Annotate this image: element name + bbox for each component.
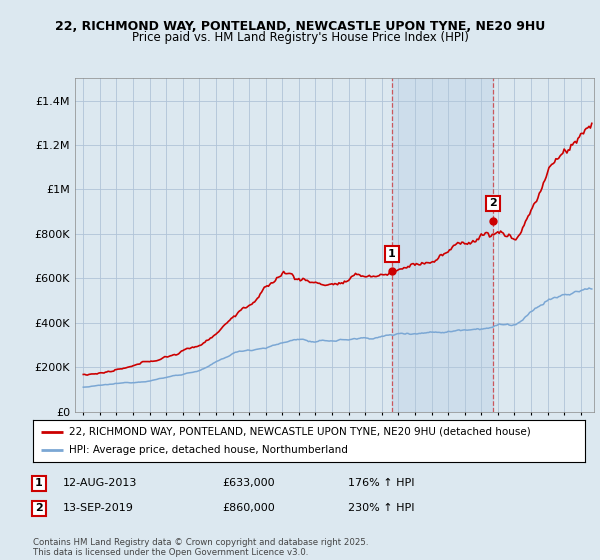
- Text: £633,000: £633,000: [222, 478, 275, 488]
- Text: 22, RICHMOND WAY, PONTELAND, NEWCASTLE UPON TYNE, NE20 9HU (detached house): 22, RICHMOND WAY, PONTELAND, NEWCASTLE U…: [69, 427, 530, 437]
- Text: £860,000: £860,000: [222, 503, 275, 514]
- Bar: [392, 78, 493, 412]
- Text: Price paid vs. HM Land Registry's House Price Index (HPI): Price paid vs. HM Land Registry's House …: [131, 31, 469, 44]
- Text: 12-AUG-2013: 12-AUG-2013: [63, 478, 137, 488]
- Text: 1: 1: [388, 249, 396, 259]
- Text: HPI: Average price, detached house, Northumberland: HPI: Average price, detached house, Nort…: [69, 445, 348, 455]
- Text: 176% ↑ HPI: 176% ↑ HPI: [348, 478, 415, 488]
- Text: 13-SEP-2019: 13-SEP-2019: [63, 503, 134, 514]
- Text: 1: 1: [35, 478, 43, 488]
- Text: 230% ↑ HPI: 230% ↑ HPI: [348, 503, 415, 514]
- Text: 2: 2: [489, 198, 497, 208]
- Text: 22, RICHMOND WAY, PONTELAND, NEWCASTLE UPON TYNE, NE20 9HU: 22, RICHMOND WAY, PONTELAND, NEWCASTLE U…: [55, 20, 545, 32]
- Text: 2: 2: [35, 503, 43, 514]
- Text: Contains HM Land Registry data © Crown copyright and database right 2025.
This d: Contains HM Land Registry data © Crown c…: [33, 538, 368, 557]
